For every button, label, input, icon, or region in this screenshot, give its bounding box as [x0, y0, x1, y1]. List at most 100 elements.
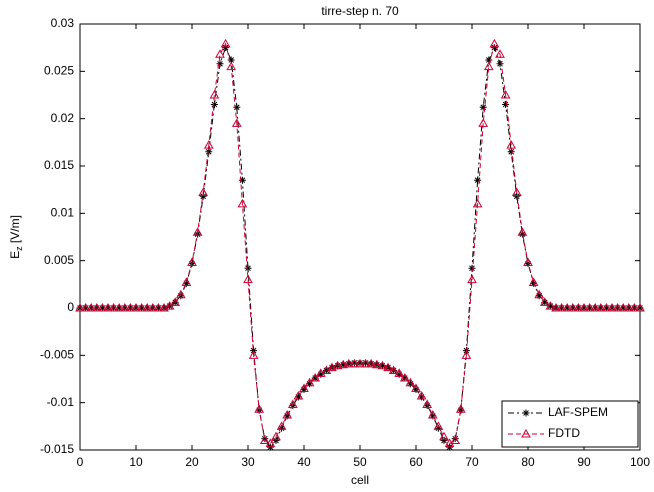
- asterisk-marker: [490, 44, 498, 52]
- asterisk-marker: [429, 412, 437, 420]
- x-tick-label: 80: [521, 455, 535, 469]
- asterisk-marker: [636, 304, 644, 312]
- asterisk-marker: [222, 44, 230, 52]
- triangle-marker: [226, 61, 237, 71]
- triangle-marker: [338, 359, 349, 369]
- triangle-marker: [579, 302, 589, 312]
- y-tick-label: -0.01: [47, 395, 75, 409]
- triangle-marker: [343, 358, 354, 368]
- asterisk-marker: [513, 192, 521, 200]
- triangle-marker: [523, 257, 533, 267]
- triangle-marker: [635, 302, 645, 312]
- triangle-marker: [86, 302, 97, 312]
- triangle-marker: [147, 302, 158, 312]
- triangle-marker: [125, 302, 136, 312]
- asterisk-marker: [485, 56, 493, 64]
- y-axis-label-base: E: [8, 251, 22, 259]
- x-tick-label: 70: [465, 455, 479, 469]
- triangle-marker: [427, 409, 438, 419]
- triangle-marker: [142, 302, 153, 312]
- triangle-marker: [332, 360, 343, 370]
- asterisk-marker: [339, 361, 347, 369]
- asterisk-marker: [138, 304, 146, 312]
- x-tick-label: 40: [297, 455, 311, 469]
- asterisk-marker: [434, 424, 442, 432]
- triangle-marker: [198, 187, 209, 197]
- triangle-marker: [394, 368, 405, 377]
- triangle-marker: [170, 297, 181, 306]
- triangle-marker: [80, 302, 91, 312]
- asterisk-marker: [98, 304, 106, 312]
- asterisk-marker: [535, 292, 543, 300]
- asterisk-marker: [272, 437, 280, 445]
- asterisk-marker: [322, 366, 330, 374]
- triangle-marker: [304, 377, 315, 387]
- asterisk-marker: [496, 60, 504, 68]
- triangle-marker: [495, 49, 505, 58]
- asterisk-marker: [412, 385, 420, 393]
- asterisk-marker: [479, 103, 487, 111]
- asterisk-marker: [457, 406, 465, 414]
- x-tick-label: 50: [353, 455, 367, 469]
- asterisk-marker: [317, 370, 325, 378]
- triangle-marker: [153, 302, 164, 312]
- triangle-marker: [366, 358, 377, 368]
- triangle-marker: [181, 277, 192, 286]
- x-tick-label: 0: [77, 455, 84, 469]
- triangle-marker: [91, 302, 102, 312]
- asterisk-marker: [311, 374, 319, 382]
- triangle-marker: [467, 274, 477, 284]
- triangle-marker: [399, 373, 410, 382]
- y-tick-label: 0.025: [44, 64, 74, 78]
- y-tick-label: 0.02: [51, 111, 75, 125]
- triangle-marker: [287, 399, 298, 409]
- triangle-marker: [405, 377, 416, 387]
- asterisk-marker: [546, 302, 554, 310]
- triangle-marker: [472, 198, 483, 208]
- asterisk-marker: [350, 359, 358, 367]
- triangle-marker: [103, 302, 113, 312]
- axes-box: [79, 23, 641, 451]
- triangle-marker: [551, 302, 561, 312]
- triangle-marker: [360, 358, 371, 368]
- asterisk-marker: [518, 230, 526, 238]
- triangle-marker: [567, 302, 578, 312]
- triangle-marker: [355, 358, 365, 368]
- y-tick-label: -0.005: [40, 348, 74, 362]
- y-tick-label: 0.03: [51, 16, 75, 30]
- asterisk-marker: [199, 192, 207, 200]
- triangle-marker: [607, 302, 617, 312]
- asterisk-marker: [580, 304, 588, 312]
- triangle-marker: [601, 302, 612, 312]
- asterisk-marker: [602, 304, 610, 312]
- triangle-marker: [433, 421, 444, 430]
- asterisk-marker: [233, 103, 241, 111]
- asterisk-marker: [205, 148, 213, 156]
- y-axis-label-rest: [V/m]: [8, 215, 22, 246]
- triangle-marker: [416, 391, 427, 400]
- triangle-marker: [618, 302, 629, 312]
- triangle-marker: [629, 302, 640, 312]
- asterisk-marker: [586, 304, 594, 312]
- asterisk-marker: [356, 359, 364, 367]
- triangle-marker: [254, 404, 265, 413]
- y-tick-label: 0.01: [51, 206, 75, 220]
- asterisk-marker: [177, 292, 185, 300]
- triangle-marker: [299, 383, 309, 392]
- triangle-marker: [377, 360, 388, 370]
- triangle-marker: [590, 302, 601, 312]
- triangle-marker: [243, 274, 253, 284]
- triangle-marker: [231, 118, 242, 127]
- triangle-marker: [506, 140, 517, 149]
- triangle-marker: [539, 297, 550, 306]
- legend-label: LAF-SPEM: [548, 405, 608, 419]
- asterisk-marker: [278, 424, 286, 432]
- asterisk-marker: [502, 100, 510, 108]
- x-tick-label: 20: [185, 455, 199, 469]
- asterisk-marker: [244, 264, 252, 272]
- triangle-marker: [411, 383, 421, 392]
- triangle-marker: [209, 89, 220, 99]
- asterisk-marker: [294, 393, 302, 401]
